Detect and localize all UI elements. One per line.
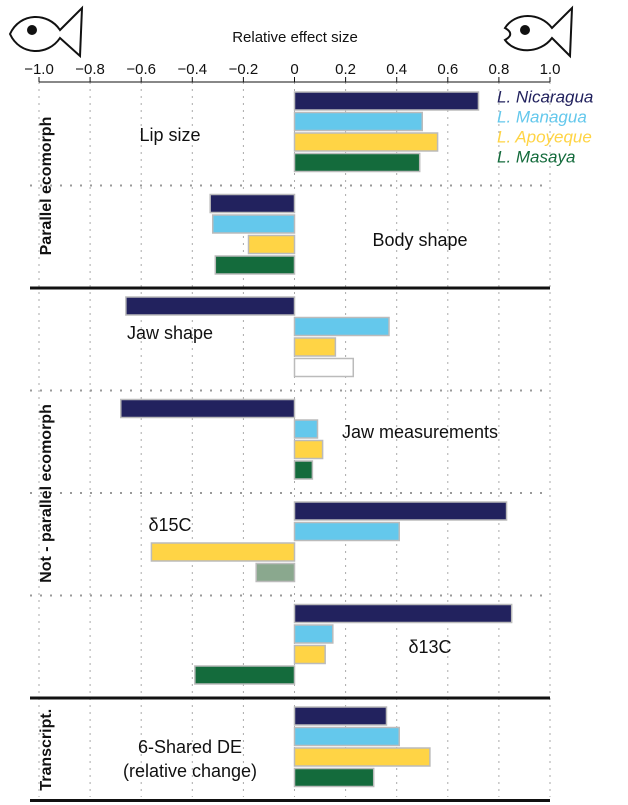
legend-label: L. Managua bbox=[497, 107, 587, 126]
bar bbox=[150, 542, 296, 562]
bar bbox=[293, 624, 334, 644]
bar bbox=[293, 521, 401, 542]
category-label: δ15C bbox=[148, 515, 192, 535]
x-tick-label: 0 bbox=[290, 61, 298, 78]
bar bbox=[293, 644, 326, 665]
category-label: Jaw shape bbox=[126, 323, 214, 343]
bar bbox=[293, 419, 319, 439]
category-label: 6-Shared DE (relative change) bbox=[122, 737, 258, 781]
bar bbox=[293, 337, 337, 357]
bar bbox=[293, 91, 480, 111]
bar bbox=[293, 747, 431, 767]
bar bbox=[293, 316, 390, 337]
bar bbox=[293, 357, 355, 378]
bar bbox=[194, 665, 296, 685]
section-label: Parallel ecomorph bbox=[38, 117, 55, 256]
bar bbox=[293, 152, 421, 173]
bar bbox=[293, 111, 423, 132]
x-tick-label: −0.6 bbox=[126, 61, 156, 78]
bar bbox=[293, 132, 439, 152]
bar bbox=[125, 296, 296, 316]
category-label: Jaw measurements bbox=[341, 422, 499, 442]
bar bbox=[214, 255, 296, 275]
bar bbox=[247, 234, 296, 255]
bar bbox=[209, 193, 296, 214]
section-label: Not - parallel ecomorph bbox=[38, 404, 55, 583]
category-label: Body shape bbox=[372, 230, 468, 250]
bar bbox=[293, 439, 324, 460]
bar bbox=[293, 603, 513, 624]
x-tick-label: −0.8 bbox=[75, 61, 105, 78]
category-label: δ13C bbox=[408, 637, 452, 657]
bar bbox=[255, 562, 296, 583]
axis-title: Relative effect size bbox=[232, 29, 358, 46]
x-tick-label: −0.2 bbox=[229, 61, 259, 78]
x-tick-label: 0.4 bbox=[386, 61, 407, 78]
legend-label: L. Nicaragua bbox=[497, 87, 593, 106]
category-label: Lip size bbox=[139, 125, 201, 145]
legend-label: L. Apoyeque bbox=[497, 127, 592, 146]
bar bbox=[293, 501, 508, 521]
x-tick-label: 0.2 bbox=[335, 61, 356, 78]
bar bbox=[293, 726, 401, 747]
bar bbox=[293, 460, 314, 480]
bar bbox=[293, 706, 388, 726]
section-label: Transcript. bbox=[38, 709, 55, 791]
bar bbox=[120, 398, 296, 419]
bar bbox=[211, 214, 296, 234]
x-tick-label: 0.8 bbox=[488, 61, 509, 78]
x-tick-label: −1.0 bbox=[24, 61, 54, 78]
x-tick-label: −0.4 bbox=[177, 61, 207, 78]
bar bbox=[293, 767, 375, 788]
fish-icon-left bbox=[8, 5, 84, 59]
legend-label: L. Masaya bbox=[497, 147, 575, 166]
x-tick-label: 1.0 bbox=[540, 61, 561, 78]
x-tick-label: 0.6 bbox=[437, 61, 458, 78]
fish-icon-right bbox=[503, 5, 574, 59]
